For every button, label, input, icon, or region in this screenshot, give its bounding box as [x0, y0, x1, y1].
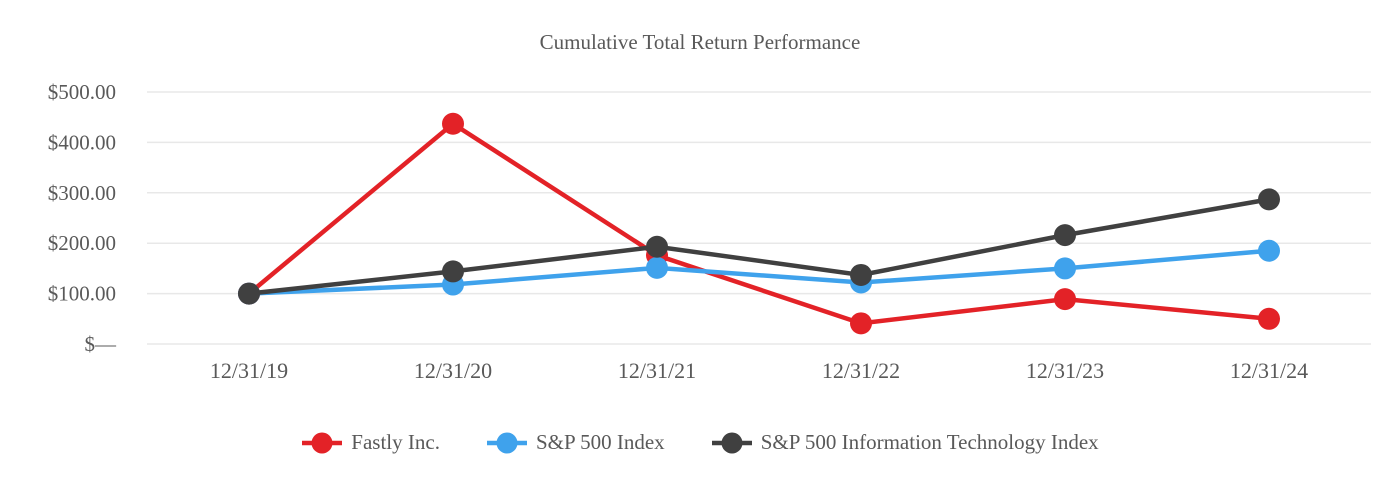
y-axis-tick-label: $200.00: [48, 231, 116, 255]
legend-item-s-p-500-information-technology-index: S&P 500 Information Technology Index: [711, 430, 1099, 455]
y-axis-tick-label: $—: [85, 332, 118, 356]
legend-label: Fastly Inc.: [351, 430, 440, 454]
x-axis-label: 12/31/22: [822, 358, 900, 383]
legend-label: S&P 500 Information Technology Index: [760, 430, 1099, 454]
data-point-s-p-500-information-technology-index: [238, 282, 260, 305]
data-point-s-p-500-index: [646, 256, 668, 279]
legend-item-fastly-inc: Fastly Inc.: [301, 430, 440, 455]
data-point-s-p-500-information-technology-index: [442, 260, 464, 283]
x-axis-label: 12/31/20: [414, 358, 492, 383]
data-point-fastly-inc: [1054, 288, 1076, 311]
y-axis-tick-label: $100.00: [48, 282, 116, 306]
data-point-fastly-inc: [1258, 307, 1280, 330]
legend-marker-icon: [486, 432, 527, 453]
data-point-s-p-500-information-technology-index: [646, 235, 668, 258]
legend-item-s-p-500-index: S&P 500 Index: [486, 430, 665, 455]
y-axis-tick-label: $500.00: [48, 80, 116, 104]
legend-marker-icon: [711, 432, 752, 453]
chart-legend: Fastly Inc. S&P 500 Index S&P 500 Informat…: [0, 430, 1400, 455]
x-axis-label: 12/31/19: [210, 358, 288, 383]
data-point-s-p-500-index: [1258, 239, 1280, 262]
plot-area: $— $100.00 $200.00 $300.00 $400.00 $500.00 12/…: [48, 80, 1371, 383]
data-point-fastly-inc: [850, 312, 872, 335]
x-axis-label: 12/31/21: [618, 358, 696, 383]
x-axis-label: 12/31/24: [1230, 358, 1308, 383]
series-line-s-p-500-index: [248, 248, 1270, 296]
x-axis-label: 12/31/23: [1026, 358, 1104, 383]
series-line-s-p-500-information-technology-index: [248, 197, 1270, 296]
y-axis-tick-label: $300.00: [48, 181, 116, 205]
legend-label: S&P 500 Index: [535, 430, 665, 454]
series-line-fastly-inc: [247, 120, 1270, 326]
data-point-s-p-500-index: [1054, 257, 1076, 280]
chart-title: Cumulative Total Return Performance: [539, 30, 861, 54]
data-point-s-p-500-information-technology-index: [1258, 188, 1280, 211]
data-point-fastly-inc: [442, 112, 464, 135]
data-point-s-p-500-information-technology-index: [1054, 224, 1076, 247]
y-axis-tick-label: $400.00: [48, 130, 116, 154]
legend-marker-icon: [302, 432, 343, 453]
data-point-s-p-500-information-technology-index: [850, 263, 872, 286]
